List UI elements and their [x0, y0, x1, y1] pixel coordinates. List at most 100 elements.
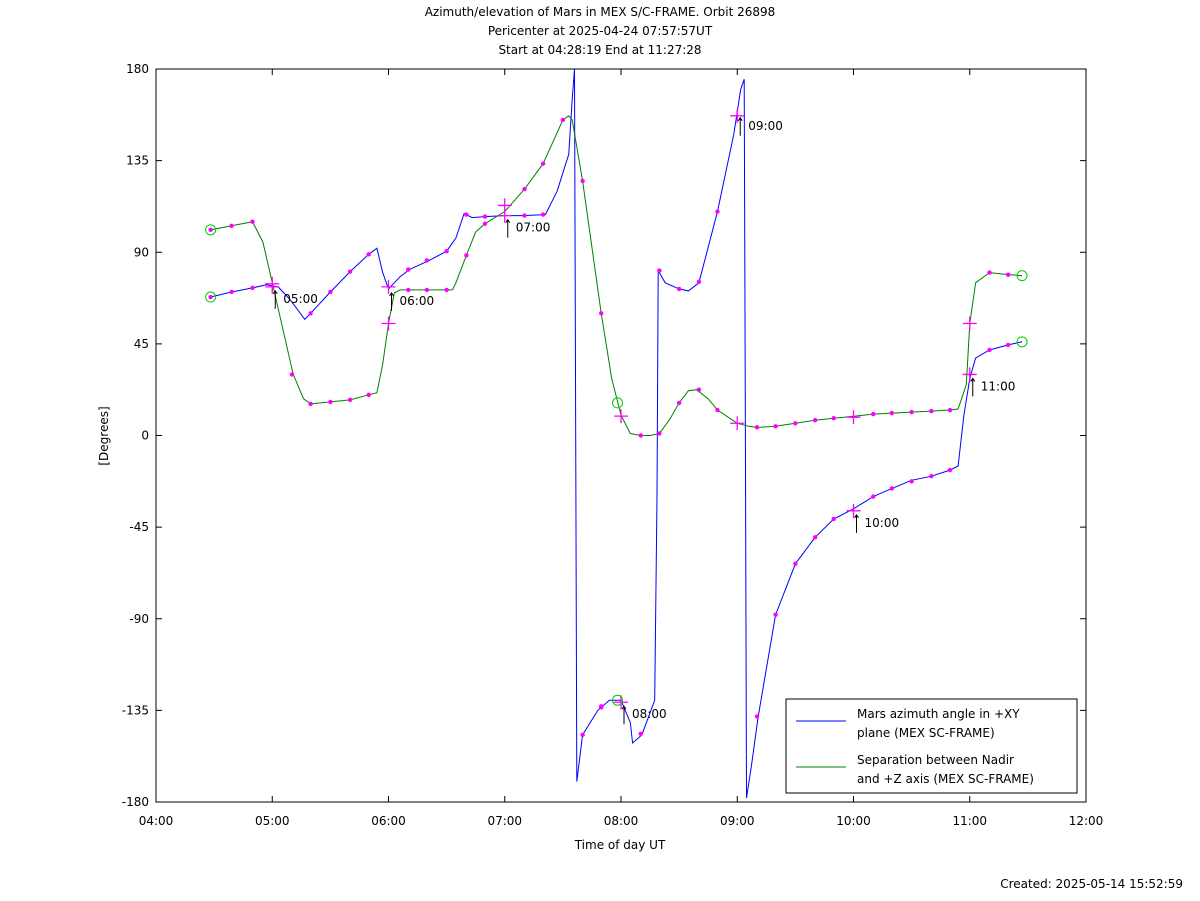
series-1-marker — [889, 486, 895, 491]
hour-cross-marker — [962, 367, 977, 382]
series-2-marker — [580, 178, 585, 184]
legend-label-1: plane (MEX SC-FRAME) — [857, 726, 995, 740]
y-tick-label: -90 — [129, 612, 149, 626]
legend-box — [785, 698, 1078, 794]
series-1-marker — [676, 286, 682, 292]
series-1-marker — [871, 494, 876, 499]
hour-cross-marker — [846, 503, 861, 518]
series-1-marker — [638, 731, 643, 736]
y-tick-label: 45 — [134, 337, 149, 351]
hour-cross-marker — [614, 695, 628, 710]
x-tick-label: 05:00 — [255, 814, 290, 828]
hour-annotation-arrow — [389, 291, 394, 311]
chart-title-line-3: Start at 04:28:19 End at 11:27:28 — [498, 43, 702, 57]
series-2-marker — [947, 407, 953, 413]
series-2-marker — [366, 392, 371, 397]
hour-annotation-arrow — [970, 377, 976, 397]
series-2-marker — [696, 387, 702, 392]
chart-title-line-2: Pericenter at 2025-04-24 07:57:57UT — [487, 24, 713, 38]
series-1-marker — [250, 285, 255, 291]
series-1-marker — [715, 209, 720, 214]
series-2-marker — [308, 401, 313, 407]
y-tick-label: 0 — [141, 429, 149, 443]
hour-cross-marker — [962, 316, 977, 331]
series-1-marker — [464, 212, 469, 217]
hour-annotation-label: 09:00 — [748, 119, 783, 133]
x-tick-label: 10:00 — [836, 814, 871, 828]
series-2-marker — [715, 407, 720, 413]
hour-annotation-label: 05:00 — [283, 292, 318, 306]
series-2-marker — [208, 227, 213, 233]
x-tick-label: 04:00 — [139, 814, 174, 828]
hour-annotation-arrow — [272, 289, 278, 309]
hour-cross-marker — [730, 108, 745, 123]
series-2-marker — [909, 409, 914, 415]
y-axis-label: [Degrees] — [97, 406, 111, 465]
series-2-marker — [560, 117, 566, 123]
hour-annotation-label: 08:00 — [632, 707, 667, 721]
legend-label-1: Mars azimuth angle in +XY — [857, 707, 1020, 721]
hour-annotation-label: 06:00 — [400, 294, 435, 308]
hour-annotation-label: 11:00 — [981, 379, 1016, 393]
series-1-marker — [793, 561, 798, 566]
x-tick-label: 07:00 — [487, 814, 522, 828]
series-1-marker — [522, 213, 527, 218]
hour-annotation-arrow — [737, 116, 743, 136]
series-1-marker — [773, 612, 778, 617]
series-2-marker — [773, 424, 778, 429]
series-1-marker — [482, 214, 488, 219]
x-tick-label: 11:00 — [952, 814, 987, 828]
hour-annotation-label: 07:00 — [516, 221, 551, 235]
created-timestamp: Created: 2025-05-14 15:52:59 — [1000, 877, 1183, 891]
series-2-marker — [871, 411, 876, 417]
series-1-marker — [406, 267, 411, 272]
series-2-marker — [599, 311, 604, 316]
hour-annotation-label: 10:00 — [865, 516, 900, 530]
hour-cross-marker — [381, 316, 396, 331]
series-1-marker — [444, 249, 449, 254]
plot-area: 04:00 05:00 06:00 07:00 08:00 09:00 10:00 11:00… — [122, 62, 1104, 828]
series-2-marker — [638, 433, 643, 438]
start-end-circle-marker — [612, 694, 624, 706]
series-1-marker — [328, 289, 333, 295]
chart-title-line-1: Azimuth/elevation of Mars in MEX S/C-FRA… — [424, 5, 776, 19]
series-2-marker — [754, 425, 760, 430]
start-end-circle-marker — [1016, 336, 1028, 348]
legend-label-2: and +Z axis (MEX SC-FRAME) — [857, 772, 1034, 786]
series-2-marker — [424, 287, 430, 293]
hour-cross-marker — [381, 279, 396, 294]
series-2-marker — [406, 287, 411, 293]
series-1-marker — [909, 479, 914, 484]
x-axis-label: Time of day UT — [574, 838, 666, 852]
start-end-circle-marker — [205, 291, 217, 303]
y-tick-label: 135 — [126, 154, 149, 168]
series-1-marker — [696, 279, 702, 284]
series-2-marker — [831, 415, 836, 421]
x-tick-label: 12:00 — [1069, 814, 1104, 828]
series-1-marker — [754, 714, 760, 719]
plot-frame — [155, 68, 1087, 803]
series-2-marker — [464, 253, 469, 258]
series-1-marker — [947, 467, 953, 473]
start-end-circle-marker — [612, 397, 624, 409]
y-tick-label: 90 — [134, 245, 149, 259]
hour-cross-marker — [265, 276, 280, 291]
series-1-marker — [347, 269, 353, 274]
series-2-marker — [522, 186, 527, 192]
series-2-marker — [889, 410, 895, 416]
series-2-marker — [347, 397, 353, 403]
series-1-marker — [1005, 342, 1011, 348]
series-1-marker — [580, 732, 585, 738]
series-2-marker — [929, 408, 934, 414]
start-end-circle-marker — [1016, 270, 1028, 282]
hour-annotation-arrow — [621, 705, 627, 725]
series-2-marker — [289, 372, 295, 377]
hour-annotation-arrow — [854, 513, 859, 533]
legend-label-2: Separation between Nadir — [857, 753, 1014, 767]
series-1-marker — [208, 294, 213, 300]
series-2-marker — [676, 400, 682, 406]
series-1-marker — [229, 289, 234, 295]
series-2-marker — [540, 161, 546, 166]
y-tick-label: -180 — [122, 795, 149, 809]
